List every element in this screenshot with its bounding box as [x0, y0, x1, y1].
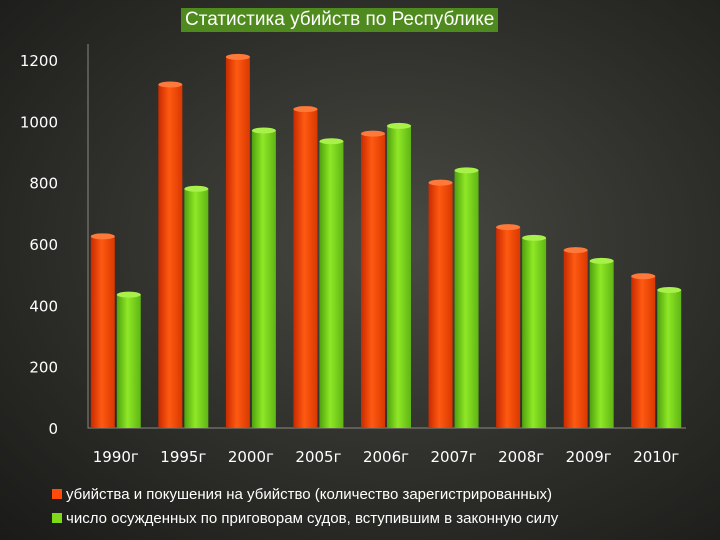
legend-label-series-2: число осужденных по приговорам судов, вс…	[66, 509, 559, 527]
legend: убийства и покушения на убийство (количе…	[52, 482, 558, 530]
chart-title: Статистика убийств по Республике	[181, 8, 499, 32]
x-tick-label-8: 2010г	[633, 448, 679, 466]
bar-cap	[116, 291, 141, 298]
bar-cap	[522, 234, 547, 241]
bar-s2-1990г	[116, 291, 141, 428]
bar-s2-2005г	[319, 138, 344, 428]
bar-s2-2008г	[522, 234, 547, 428]
legend-item-series-1: убийства и покушения на убийство (количе…	[52, 482, 558, 506]
bar-s2-2007г	[454, 167, 479, 428]
x-tick-labels: 1990г 1995г 2000г 2005г 2006г 2007г 2008г 2009г…	[93, 448, 680, 466]
bar-cap	[251, 127, 276, 134]
legend-swatch-green	[52, 513, 62, 523]
bar-cap	[631, 273, 656, 280]
legend-item-series-2: число осужденных по приговорам судов, вс…	[52, 506, 558, 530]
bar-body	[631, 276, 656, 428]
x-tick-label-2: 2000г	[228, 448, 274, 466]
bar-s1-2010г	[631, 273, 656, 428]
y-tick-label-3: 600	[29, 236, 58, 254]
bar-body	[496, 227, 521, 428]
bar-cap	[293, 106, 318, 113]
bar-s2-2010г	[657, 287, 682, 428]
x-tick-label-5: 2007г	[431, 448, 477, 466]
bar-body	[184, 188, 209, 428]
y-tick-label-4: 800	[29, 175, 58, 193]
bar-body	[251, 130, 276, 429]
bar-cap	[184, 185, 209, 192]
bar-s2-2000г	[251, 127, 276, 429]
bar-cap	[496, 224, 521, 231]
bar-body	[589, 260, 614, 428]
y-tick-label-2: 400	[29, 297, 58, 315]
bar-body	[522, 237, 547, 428]
bar-s1-1990г	[90, 233, 115, 428]
bar-cap	[387, 122, 411, 129]
x-tick-label-4: 2006г	[363, 448, 409, 466]
y-tick-label-6: 1200	[20, 52, 58, 70]
bar-s1-2009г	[563, 247, 588, 428]
y-tick-label-1: 200	[29, 359, 58, 377]
bar-cap	[563, 247, 588, 254]
bar-cap	[454, 167, 479, 174]
bar-body	[361, 133, 385, 428]
bar-body	[454, 170, 479, 428]
x-tick-label-3: 2005г	[295, 448, 341, 466]
axis-frame	[87, 44, 686, 429]
bar-body	[387, 125, 411, 428]
legend-swatch-orange	[52, 489, 62, 499]
bar-cap	[361, 130, 385, 137]
x-tick-label-0: 1990г	[93, 448, 139, 466]
bar-body	[293, 109, 318, 429]
bar-body	[158, 84, 183, 429]
bar-s1-2008г	[496, 224, 521, 428]
bar-cap	[225, 53, 250, 60]
bar-cap	[90, 233, 115, 240]
legend-label-series-1: убийства и покушения на убийство (количе…	[66, 485, 552, 503]
bar-cap	[158, 81, 183, 88]
bar-s1-2007г	[428, 179, 453, 428]
bar-body	[319, 141, 344, 428]
bar-body	[657, 290, 682, 428]
bar-cap	[589, 257, 614, 264]
bar-cap	[319, 138, 344, 145]
y-tick-label-5: 1000	[20, 113, 58, 131]
bars-group	[90, 53, 682, 429]
bar-body	[563, 250, 588, 428]
bar-s2-2006г	[387, 122, 411, 428]
bar-cap	[428, 179, 453, 186]
y-tick-label-0: 0	[48, 420, 58, 438]
bar-body	[116, 294, 141, 428]
bar-body	[90, 236, 115, 428]
bar-cap	[657, 287, 682, 293]
bar-s1-1995г	[158, 81, 183, 429]
bar-body	[225, 56, 250, 428]
bar-s1-2005г	[293, 106, 318, 429]
x-tick-label-1: 1995г	[160, 448, 206, 466]
bar-s1-2000г	[225, 53, 250, 428]
bar-body	[428, 182, 453, 428]
bar-s2-1995г	[184, 185, 209, 428]
x-tick-label-6: 2008г	[498, 448, 544, 466]
bar-s1-2006г	[361, 130, 385, 428]
bar-s2-2009г	[589, 257, 614, 428]
x-tick-label-7: 2009г	[566, 448, 612, 466]
y-tick-labels: 0 200 400 600 800 1000 1200	[20, 52, 58, 438]
